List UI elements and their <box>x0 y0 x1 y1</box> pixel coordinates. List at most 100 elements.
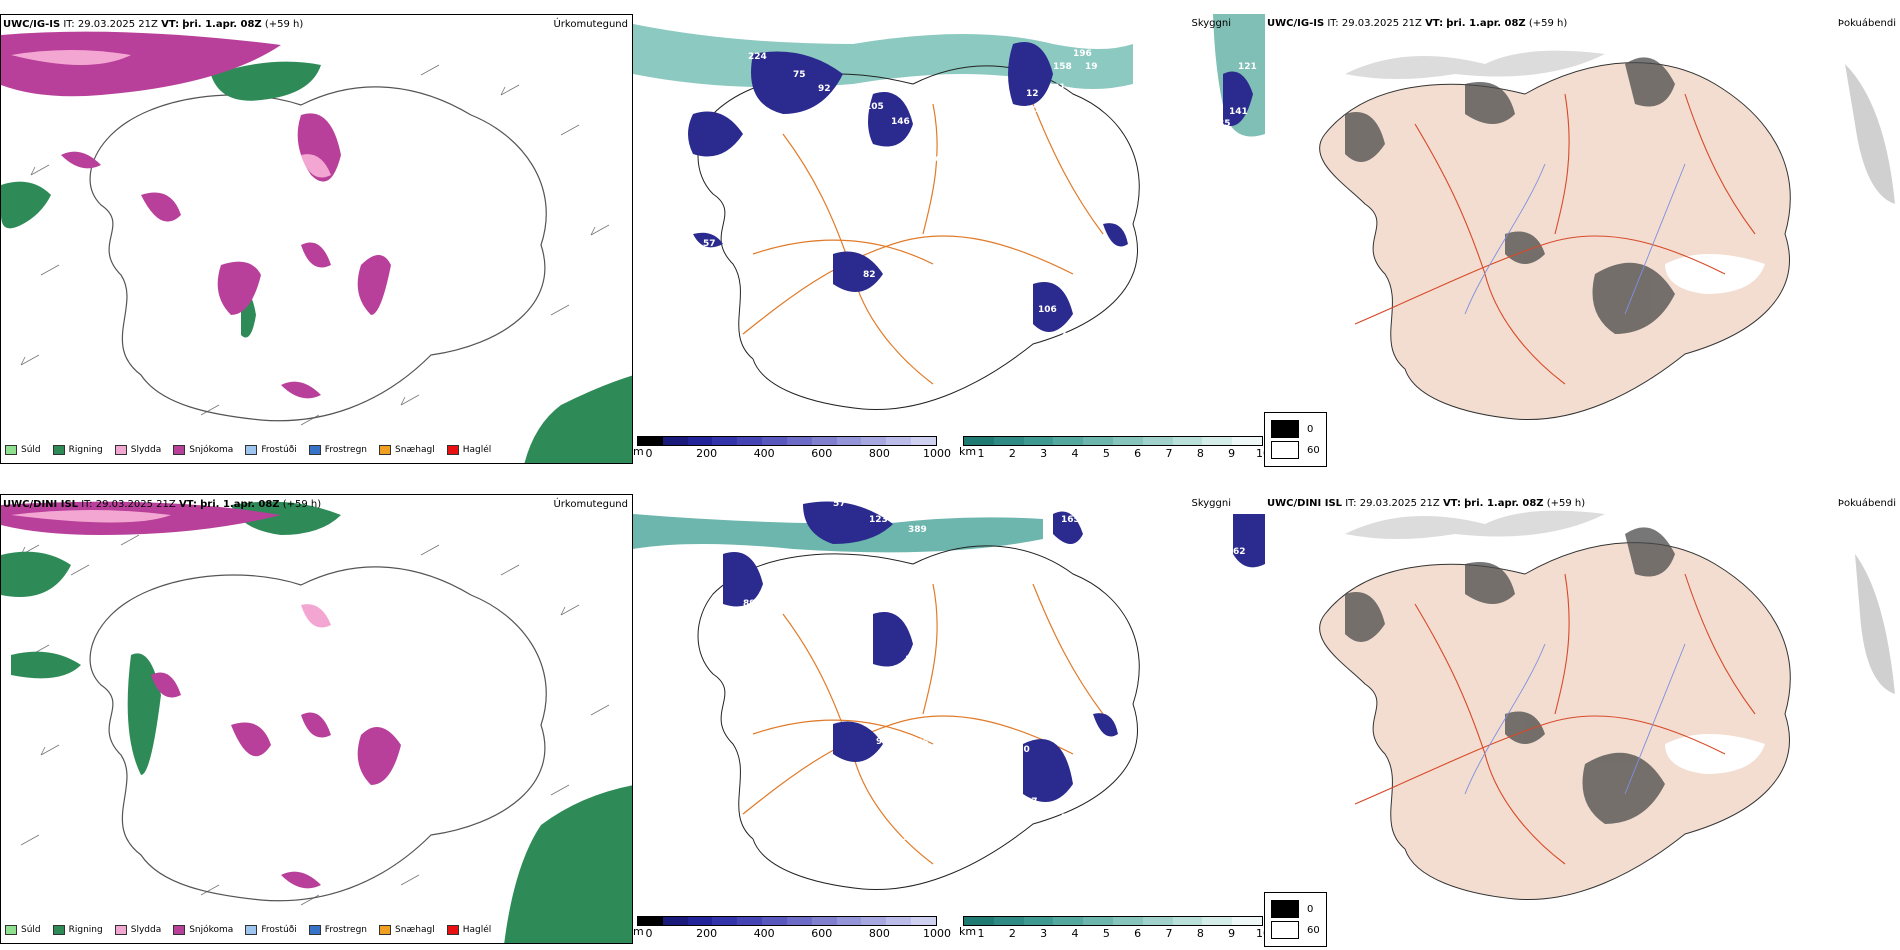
colorbar-segment <box>993 437 1024 445</box>
colorbar-tick: 3 <box>1040 927 1048 940</box>
header-bottom-right: UWC/DINI ISL IT: 29.03.2025 21Z VT: þri.… <box>1267 498 1586 509</box>
colorbar-tick: 10 <box>1256 447 1265 460</box>
legend-item-freezing-rain: Frostregn <box>308 445 367 455</box>
svg-text:238: 238 <box>997 761 1016 771</box>
it-value: 29.03.2025 21Z <box>77 19 158 30</box>
svg-text:146: 146 <box>891 117 910 127</box>
colorbar-segment <box>662 917 688 925</box>
svg-text:31: 31 <box>865 291 878 301</box>
svg-text:72: 72 <box>721 157 734 167</box>
header-bottom-left: UWC/DINI ISL IT: 29.03.2025 21Z VT: þri.… <box>3 499 322 510</box>
svg-text:8: 8 <box>1089 527 1095 537</box>
colorbar-segment <box>1172 917 1203 925</box>
fog-legend-row: 0 <box>1271 420 1320 438</box>
panel-title: Úrkomutegund <box>553 499 628 510</box>
colorbar-segment <box>662 437 688 445</box>
colorbar-tick: 400 <box>753 447 775 460</box>
svg-text:30: 30 <box>1088 122 1101 132</box>
fog-legend-top: 0 60 <box>1264 412 1327 467</box>
svg-text:59: 59 <box>728 231 741 241</box>
fog-map-top <box>1319 50 1895 421</box>
colorbar-segment <box>737 917 763 925</box>
rivers <box>1464 643 1686 795</box>
colorbar-segment <box>1112 437 1143 445</box>
colorbar-segment <box>964 437 994 445</box>
svg-text:388: 388 <box>945 704 964 714</box>
colorbar-segment <box>811 437 837 445</box>
iceland-outline <box>89 86 547 422</box>
legend-swatch <box>52 445 65 455</box>
fog-swatch <box>1271 441 1299 459</box>
colorbar-tick: 7 <box>1165 447 1173 460</box>
colorbar-segment <box>786 917 812 925</box>
visibility-colorbar: 1 2 3 4 5 6 7 8 9 10 km <box>959 436 1265 460</box>
colorbar-segment <box>1232 917 1262 925</box>
colorbar-segment <box>886 437 912 445</box>
legend-item-hail: Haglél <box>446 925 491 935</box>
fog-cloud <box>1345 50 1605 79</box>
ceiling-unit: m <box>633 445 644 458</box>
svg-text:89: 89 <box>743 599 756 609</box>
svg-text:196: 196 <box>1073 49 1092 59</box>
glacier-area <box>1665 734 1765 774</box>
header-top-right: UWC/IG-IS IT: 29.03.2025 21Z VT: þri. 1.… <box>1267 18 1568 29</box>
fog-dark-areas <box>1345 527 1675 824</box>
colorbar-tick: 2 <box>1008 447 1016 460</box>
colorbar-segment <box>687 917 713 925</box>
model-name: UWC/DINI ISL <box>3 499 79 510</box>
colorbar-segment <box>762 917 787 925</box>
colorbar-segment <box>861 437 887 445</box>
colorbar-tick: 3 <box>1040 447 1048 460</box>
legend-swatch <box>173 925 186 935</box>
svg-text:82: 82 <box>863 270 876 280</box>
colorbar-segment <box>638 917 663 925</box>
colorbar-segment <box>886 917 912 925</box>
svg-text:87: 87 <box>880 757 893 767</box>
colorbar-tick: 800 <box>868 447 890 460</box>
visibility-map-top: 224 75 92 105 73 75 67 72 62 59 57 61 14… <box>633 14 1265 411</box>
visibility-unit: km <box>959 445 977 458</box>
panel-title: Úrkomutegund <box>553 19 628 30</box>
svg-text:62: 62 <box>1233 547 1246 557</box>
svg-text:141: 141 <box>1229 107 1248 117</box>
legend-swatch <box>5 925 17 935</box>
svg-text:68: 68 <box>805 307 818 317</box>
colorbar-segment <box>762 437 787 445</box>
fog-map-bottom <box>1319 510 1895 901</box>
fog-legend-row: 60 <box>1271 441 1320 459</box>
colorbar-segment <box>993 917 1024 925</box>
legend-item-freezing-drizzle: Frostúði <box>245 445 297 455</box>
visibility-fog-band <box>633 24 1133 89</box>
colorbar-segment <box>1023 437 1054 445</box>
colorbar-segment <box>1232 437 1262 445</box>
colorbar-tick: 600 <box>811 927 833 940</box>
model-name: UWC/DINI ISL <box>1267 498 1343 509</box>
colorbar-tick: 8 <box>1196 447 1204 460</box>
colorbar-tick: 2 <box>1008 927 1016 940</box>
panel-title: Skyggni <box>1191 498 1231 509</box>
svg-text:107: 107 <box>1026 105 1045 115</box>
fog-dark-areas <box>1345 57 1675 334</box>
svg-text:24: 24 <box>971 269 984 279</box>
svg-text:67: 67 <box>776 145 789 155</box>
svg-text:86: 86 <box>1026 129 1039 139</box>
colorbar-segment <box>1023 917 1054 925</box>
visibility-values: 224 75 92 105 73 75 67 72 62 59 57 61 14… <box>703 49 1257 395</box>
legend-swatch <box>245 925 258 935</box>
svg-text:158: 158 <box>1053 62 1072 72</box>
fog-cloud <box>1845 64 1895 204</box>
ceiling-colorbar-fill <box>637 436 937 446</box>
colorbar-tick: 9 <box>1228 927 1236 940</box>
svg-text:123: 123 <box>869 515 888 525</box>
svg-text:29: 29 <box>926 269 939 279</box>
lead-time: (+59 h) <box>264 19 304 30</box>
colorbar-tick: 4 <box>1071 447 1079 460</box>
legend-swatch <box>379 445 392 455</box>
svg-text:224: 224 <box>748 52 767 62</box>
colorbar-tick: 4 <box>1071 927 1079 940</box>
svg-text:68: 68 <box>905 185 918 195</box>
header-top-left: UWC/IG-IS IT: 29.03.2025 21Z VT: þri. 1.… <box>3 19 303 30</box>
colorbar-segment <box>687 437 713 445</box>
colorbar-tick: 6 <box>1134 927 1142 940</box>
colorbar-segment <box>1053 917 1084 925</box>
